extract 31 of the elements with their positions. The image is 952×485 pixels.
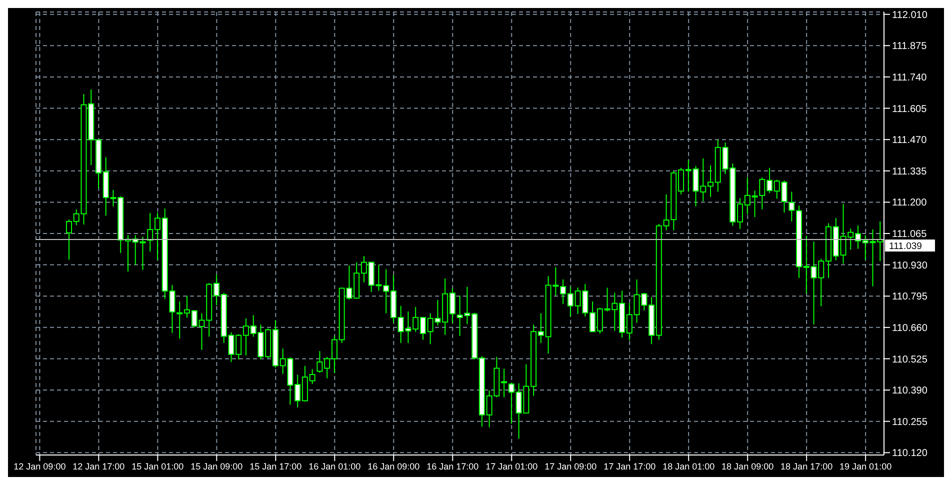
y-tick-label: 111.335 [892,166,928,178]
y-tick-label: 112.010 [892,10,928,21]
x-tick-label: 17 Jan 17:00 [604,461,656,472]
x-tick-label: 12 Jan 17:00 [72,461,125,472]
y-tick-label: 110.930 [892,260,928,272]
y-tick-label: 110.660 [892,322,928,334]
x-tick-label: 16 Jan 09:00 [368,461,420,472]
y-tick-label: 111.875 [892,41,928,52]
x-tick-label: 12 Jan 09:00 [14,461,66,472]
y-tick-label: 111.605 [892,104,928,115]
x-tick-label: 17 Jan 09:00 [544,461,597,472]
x-tick-label: 15 Jan 09:00 [190,461,243,472]
y-tick-label: 110.255 [892,416,928,428]
x-tick-label: 18 Jan 01:00 [662,461,715,472]
y-tick-label: 111.200 [892,198,928,209]
y-tick-label: 111.065 [892,229,928,240]
y-tick-label: 110.795 [892,292,928,303]
x-tick-label: 19 Jan 01:00 [840,461,892,472]
x-tick-label: 16 Jan 17:00 [426,461,479,472]
x-tick-label: 15 Jan 17:00 [250,461,302,472]
x-tick-label: 18 Jan 17:00 [780,461,833,472]
y-tick-label: 110.390 [892,386,928,397]
x-tick-label: 15 Jan 01:00 [132,461,184,472]
x-tick-label: 17 Jan 01:00 [486,461,538,472]
x-tick-label: 18 Jan 09:00 [722,461,774,472]
y-tick-label: 110.525 [892,354,928,366]
y-tick-label: 110.120 [892,448,928,460]
x-tick-label: 16 Jan 01:00 [308,461,361,472]
y-tick-label: 111.470 [892,135,928,146]
ref-line-label: 111.039 [889,241,922,252]
y-tick-label: 111.740 [892,72,928,84]
